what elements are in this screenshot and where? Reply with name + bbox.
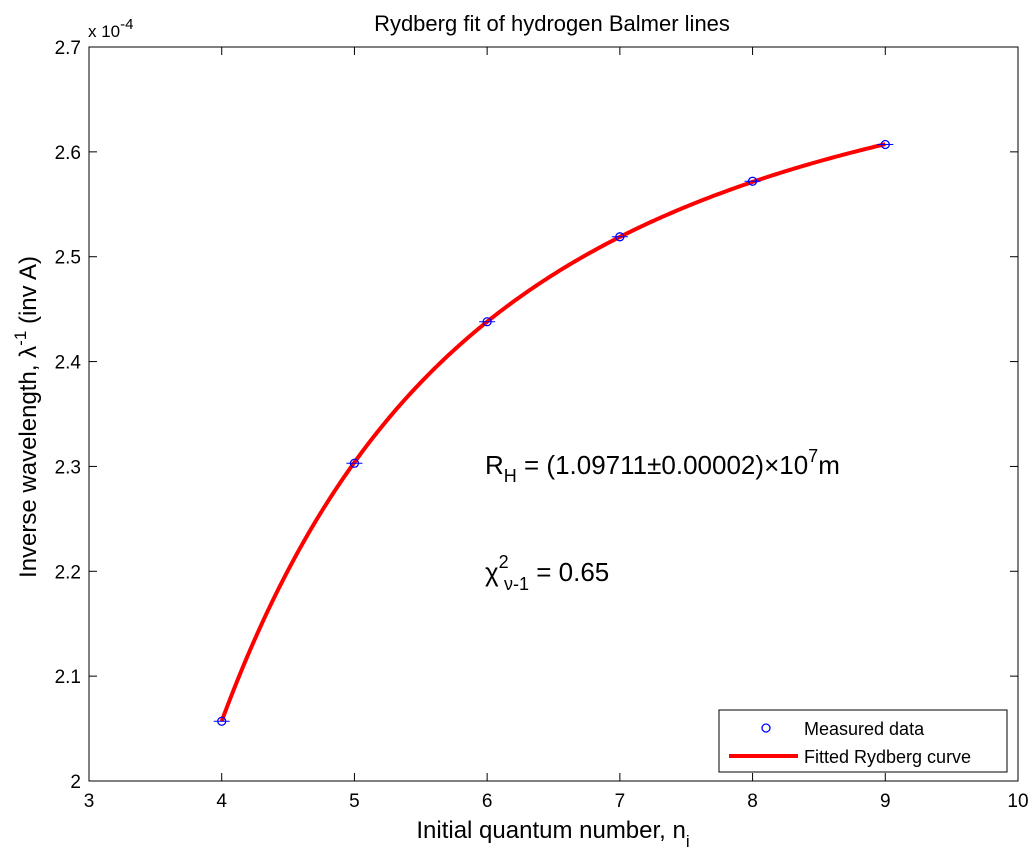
x-tick-label: 5 bbox=[349, 791, 360, 812]
y-tick-label: 2.1 bbox=[55, 667, 81, 688]
y-scale-label: x 10-4 bbox=[88, 16, 133, 41]
data-point bbox=[217, 716, 227, 726]
y-tick-label: 2.2 bbox=[55, 562, 81, 583]
data-point bbox=[747, 176, 758, 186]
y-tick-label: 2.7 bbox=[55, 38, 81, 59]
x-tick-label: 6 bbox=[482, 791, 493, 812]
chart-title: Rydberg fit of hydrogen Balmer lines bbox=[374, 11, 730, 36]
y-tick-label: 2.5 bbox=[55, 248, 81, 269]
axis-ticks: 3 4 5 6 7 8 9 10 2 2.1 2.2 2.3 2.4 2.5 2.6 2.7 bbox=[55, 38, 1029, 812]
fitted-curve-line bbox=[219, 142, 886, 722]
legend: Measured data Fitted Rydberg curve bbox=[718, 709, 1008, 773]
x-tick-label: 4 bbox=[216, 791, 227, 812]
y-axis-label: Inverse wavelength, λ-1 (inv A) bbox=[11, 256, 42, 578]
y-tick-label: 2.3 bbox=[55, 457, 81, 478]
data-point bbox=[482, 317, 492, 327]
x-axis-label: Initial quantum number, ni bbox=[416, 817, 689, 851]
plot-frame bbox=[88, 46, 1019, 782]
x-tick-label: 9 bbox=[880, 791, 891, 812]
series-layer bbox=[213, 139, 894, 726]
x-tick-label: 7 bbox=[615, 791, 626, 812]
x-tick-label: 8 bbox=[747, 791, 758, 812]
chi-squared-annotation: χ2 ν-1 = 0.65 bbox=[485, 552, 609, 594]
y-tick-label: 2.6 bbox=[55, 143, 81, 164]
legend-marker-measured bbox=[761, 723, 771, 733]
plot-area bbox=[88, 46, 1019, 782]
data-point bbox=[349, 458, 360, 468]
legend-box bbox=[718, 709, 1008, 773]
y-tick-label: 2 bbox=[70, 772, 81, 793]
rydberg-constant-annotation: RH = (1.09711±0.00002)×107m bbox=[485, 446, 840, 486]
legend-label-fit: Fitted Rydberg curve bbox=[804, 747, 971, 767]
y-tick-label: 2.4 bbox=[55, 353, 82, 374]
data-point bbox=[880, 139, 890, 150]
x-tick-label: 3 bbox=[84, 791, 95, 812]
data-point bbox=[615, 232, 625, 242]
x-tick-label: 10 bbox=[1007, 791, 1028, 812]
legend-label-measured: Measured data bbox=[804, 719, 925, 739]
